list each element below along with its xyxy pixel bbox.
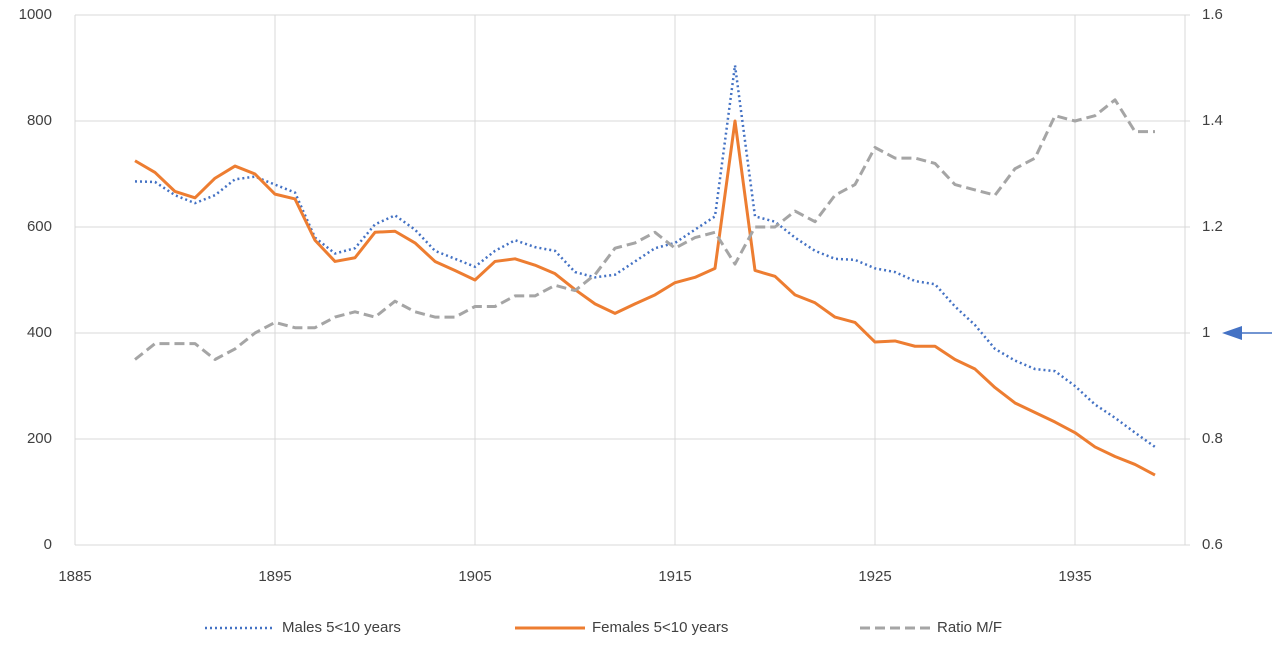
- y2-tick-label: 1.2: [1202, 218, 1223, 235]
- y2-tick-label: 1.6: [1202, 6, 1223, 23]
- x-tick-label: 1905: [458, 568, 491, 585]
- y2-tick-label: 1.4: [1202, 112, 1223, 129]
- x-tick-label: 1915: [658, 568, 691, 585]
- x-tick-label: 1895: [258, 568, 291, 585]
- legend-label: Females 5<10 years: [592, 619, 728, 636]
- x-tick-label: 1925: [858, 568, 891, 585]
- series-line: [134, 119, 1156, 477]
- series-line: [134, 64, 1156, 448]
- annotation-arrow: [1222, 326, 1272, 340]
- y2-tick-label: 0.6: [1202, 536, 1223, 553]
- y-tick-label: 0: [44, 536, 52, 553]
- y-tick-label: 800: [27, 112, 52, 129]
- y-tick-label: 200: [27, 430, 52, 447]
- y-tick-label: 600: [27, 218, 52, 235]
- legend-label: Ratio M/F: [937, 619, 1002, 636]
- grid: [74, 14, 1185, 546]
- legend-label: Males 5<10 years: [282, 619, 401, 636]
- y2-tick-label: 1: [1202, 324, 1210, 341]
- legend: Males 5<10 years Females 5<10 years Ratio …: [205, 619, 1002, 636]
- y2-tick-label: 0.8: [1202, 430, 1223, 447]
- x-tick-label: 1935: [1058, 568, 1091, 585]
- x-tick-label: 1885: [58, 568, 91, 585]
- y-tick-label: 1000: [19, 6, 52, 23]
- y-tick-label: 400: [27, 324, 52, 341]
- series-line: [134, 98, 1155, 361]
